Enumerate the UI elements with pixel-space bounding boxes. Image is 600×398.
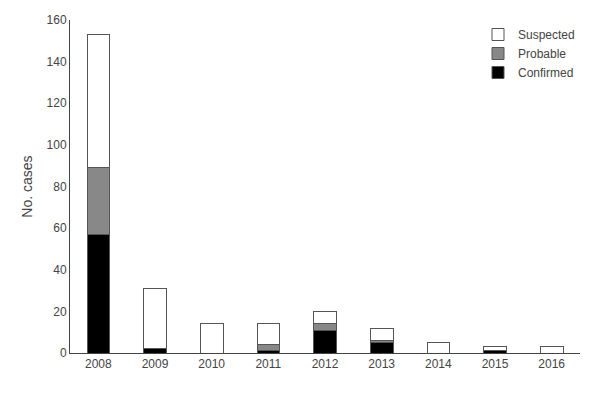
- svg-text:120: 120: [47, 96, 67, 110]
- svg-text:No. cases: No. cases: [19, 155, 35, 217]
- svg-text:2013: 2013: [368, 357, 395, 371]
- svg-text:2011: 2011: [255, 357, 281, 371]
- svg-text:2010: 2010: [198, 357, 225, 371]
- svg-text:20: 20: [53, 305, 67, 319]
- svg-text:0: 0: [60, 346, 67, 360]
- svg-text:2016: 2016: [538, 357, 565, 371]
- svg-text:160: 160: [47, 13, 67, 27]
- svg-text:2008: 2008: [85, 357, 112, 371]
- svg-text:140: 140: [47, 55, 67, 69]
- svg-text:60: 60: [53, 221, 67, 235]
- svg-text:2009: 2009: [142, 357, 169, 371]
- svg-text:2012: 2012: [312, 357, 339, 371]
- svg-text:2014: 2014: [425, 357, 452, 371]
- svg-text:40: 40: [53, 263, 67, 277]
- svg-text:100: 100: [47, 138, 67, 152]
- svg-text:2015: 2015: [482, 357, 509, 371]
- svg-text:Confirmed: Confirmed: [518, 66, 573, 80]
- svg-text:Suspected: Suspected: [518, 28, 575, 42]
- svg-text:Probable: Probable: [518, 47, 566, 61]
- svg-text:80: 80: [53, 180, 67, 194]
